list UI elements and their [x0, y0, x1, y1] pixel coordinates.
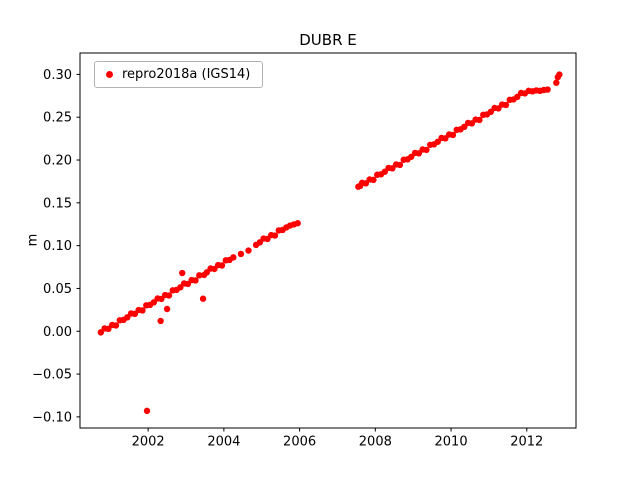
y-tick-label: 0.05 — [43, 282, 72, 297]
data-point — [165, 292, 173, 299]
data-point — [139, 307, 146, 314]
legend: repro2018a (IGS14) — [94, 61, 264, 88]
data-point — [143, 407, 151, 415]
data-point — [502, 101, 510, 109]
data-point — [112, 322, 120, 329]
x-tick-label: 2012 — [510, 435, 543, 450]
y-tick-label: 0.20 — [43, 154, 72, 169]
data-point — [230, 254, 237, 261]
y-axis-label: m — [25, 233, 41, 247]
y-tick-label: −0.10 — [32, 410, 72, 425]
data-point — [196, 272, 203, 279]
legend-marker-dot-icon — [106, 71, 113, 78]
data-point — [157, 317, 164, 325]
x-tick-label: 2010 — [435, 435, 468, 450]
data-point — [423, 146, 430, 154]
data-point — [476, 116, 483, 124]
chart-title: DUBR E — [299, 31, 357, 49]
data-point — [179, 269, 186, 277]
legend-label: repro2018a (IGS14) — [122, 67, 251, 82]
data-point — [556, 71, 563, 78]
data-point — [218, 262, 226, 269]
data-point — [199, 295, 207, 302]
y-tick-label: 0.30 — [43, 68, 72, 83]
data-point — [553, 79, 560, 86]
data-point — [163, 305, 171, 313]
y-tick-label: 0.25 — [43, 111, 72, 126]
y-tick-label: 0.10 — [43, 239, 72, 254]
data-point — [245, 247, 252, 254]
data-point — [192, 277, 199, 284]
data-point — [237, 250, 245, 258]
axes-frame — [79, 52, 577, 429]
data-point — [97, 329, 105, 336]
y-tick-label: 0.15 — [43, 196, 72, 211]
data-point — [449, 131, 457, 139]
data-point — [271, 232, 279, 239]
x-tick-label: 2002 — [132, 435, 165, 450]
y-tick-label: 0.00 — [43, 325, 72, 340]
y-tick-label: −0.05 — [32, 368, 72, 383]
data-point — [396, 161, 404, 169]
x-tick-label: 2008 — [359, 435, 392, 450]
data-point — [544, 86, 551, 93]
x-tick-label: 2004 — [207, 435, 240, 450]
data-point — [294, 220, 301, 227]
data-point — [370, 176, 377, 184]
x-tick-label: 2006 — [283, 435, 316, 450]
